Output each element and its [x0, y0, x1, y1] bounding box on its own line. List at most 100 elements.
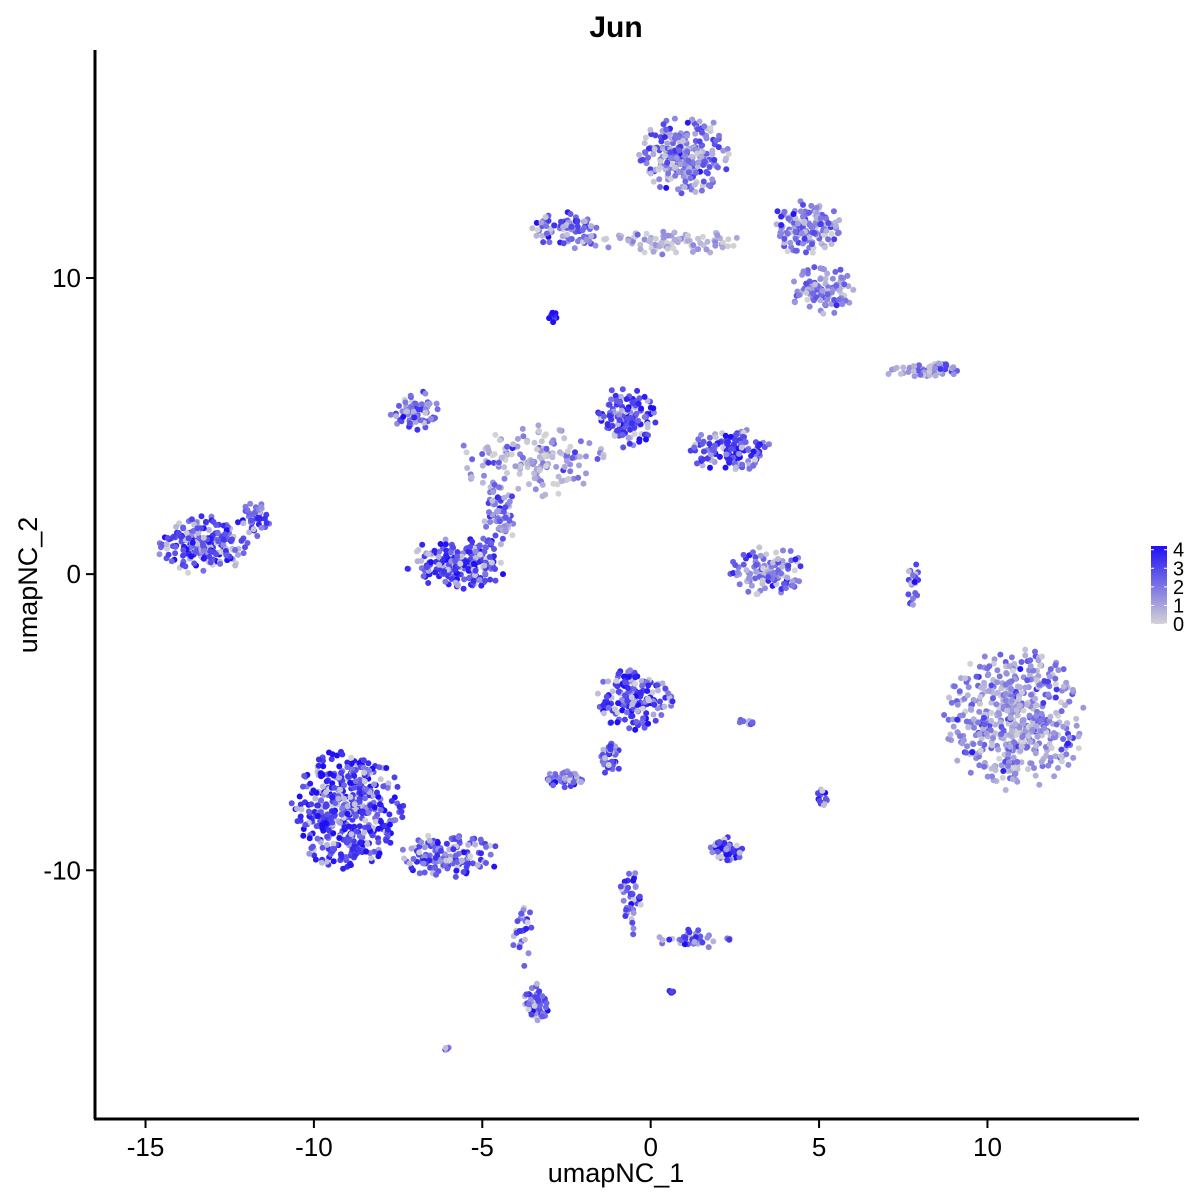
cell-point — [678, 190, 685, 197]
cell-point — [387, 411, 394, 418]
cell-point — [811, 264, 818, 271]
cell-point — [831, 309, 838, 316]
cell-point — [787, 239, 794, 246]
cell-point — [416, 870, 423, 877]
cell-point — [338, 769, 345, 776]
cell-point — [467, 544, 473, 550]
cell-point — [560, 240, 567, 247]
cell-point — [910, 572, 916, 579]
cell-point — [448, 575, 455, 582]
cell-point — [609, 422, 616, 429]
cell-point — [499, 454, 505, 461]
x-tick-label: -5 — [471, 1132, 494, 1162]
cell-point — [330, 840, 337, 847]
cell-point — [502, 504, 509, 511]
cell-point — [828, 241, 835, 247]
cell-point — [549, 454, 556, 461]
cell-point — [647, 170, 654, 177]
cell-point — [418, 401, 425, 408]
cell-point — [318, 797, 325, 804]
cell-point — [600, 702, 607, 709]
cell-point — [605, 678, 612, 685]
cell-point — [207, 548, 214, 555]
cell-point — [822, 795, 829, 802]
cell-point — [622, 913, 629, 919]
cell-point — [185, 569, 191, 576]
cell-point — [732, 437, 738, 443]
cell-point — [1003, 670, 1010, 676]
cell-point — [172, 550, 179, 557]
cell-point — [337, 819, 343, 826]
cell-point — [603, 693, 610, 700]
cell-point — [1027, 663, 1034, 670]
cell-point — [575, 238, 581, 245]
cell-point — [435, 553, 442, 560]
cell-point — [534, 1017, 541, 1024]
cell-point — [518, 910, 525, 917]
cell-point — [625, 673, 632, 680]
cell-point — [1041, 678, 1048, 684]
cell-point — [1070, 754, 1077, 761]
cell-point — [789, 582, 796, 589]
cell-point — [994, 689, 1001, 696]
cell-point — [425, 832, 432, 839]
cell-point — [1052, 681, 1059, 688]
cell-point — [733, 464, 739, 471]
cell-point — [527, 909, 533, 916]
cell-point — [692, 189, 699, 195]
cell-point — [323, 858, 330, 865]
cell-point — [571, 245, 578, 252]
cell-point — [1033, 742, 1040, 749]
cell-point — [787, 548, 794, 554]
cell-point — [682, 934, 689, 941]
cell-point — [324, 811, 331, 818]
cell-point — [336, 774, 343, 781]
cell-point — [749, 719, 756, 726]
cell-point — [1037, 662, 1044, 669]
cell-point — [710, 119, 717, 126]
cell-point — [531, 439, 538, 446]
cell-point — [668, 988, 675, 995]
cell-point — [632, 884, 639, 890]
cell-point — [386, 821, 393, 828]
cell-point — [450, 544, 457, 551]
cell-point — [534, 226, 541, 233]
cell-point — [352, 828, 359, 835]
cell-point — [1032, 648, 1038, 655]
cell-point — [532, 486, 539, 493]
cell-point — [695, 126, 701, 133]
cell-point — [1018, 759, 1025, 766]
cell-point — [671, 229, 678, 236]
cell-point — [639, 705, 646, 712]
cell-point — [300, 832, 307, 839]
cell-point — [1018, 659, 1025, 665]
cell-point — [1012, 770, 1019, 777]
cell-point — [359, 810, 366, 817]
cell-point — [759, 577, 766, 584]
cell-point — [294, 805, 300, 812]
cell-point — [632, 680, 638, 687]
cell-point — [1060, 683, 1067, 690]
cell-point — [472, 548, 479, 555]
cell-point — [905, 369, 912, 375]
cell-point — [685, 169, 692, 176]
cell-point — [723, 166, 730, 173]
cell-point — [460, 869, 467, 875]
cell-point — [549, 309, 556, 316]
cell-point — [781, 235, 788, 242]
cell-point — [564, 448, 571, 455]
cell-point — [229, 536, 235, 543]
cell-point — [722, 464, 729, 471]
cell-point — [1014, 712, 1021, 719]
cell-point — [183, 529, 190, 536]
cell-point — [645, 695, 652, 702]
cell-point — [1031, 765, 1037, 771]
cell-point — [976, 700, 983, 707]
x-tick-label: 10 — [973, 1132, 1002, 1162]
cell-point — [206, 553, 213, 560]
cell-point — [628, 420, 635, 427]
cell-point — [516, 944, 523, 951]
cell-point — [575, 474, 582, 481]
cell-point — [563, 458, 570, 464]
